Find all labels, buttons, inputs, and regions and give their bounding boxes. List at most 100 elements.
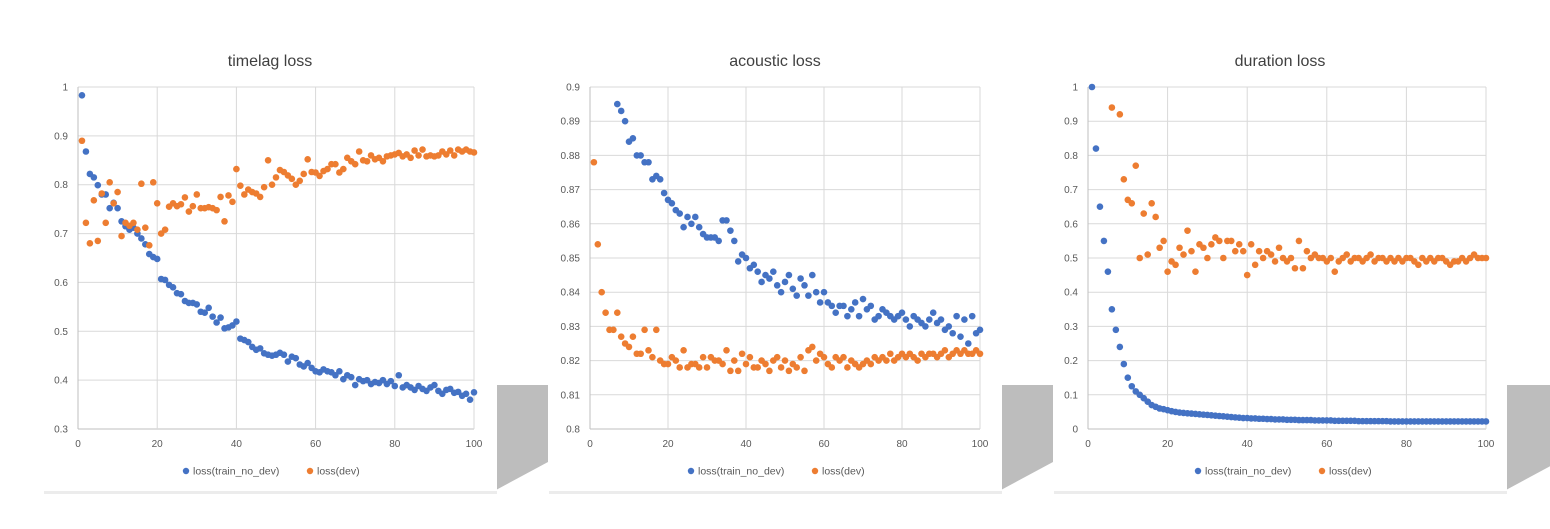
duration-legend: loss(train_no_dev) loss(dev) <box>1194 466 1372 478</box>
acoustic-data-point <box>816 299 824 306</box>
timelag-data-point <box>201 309 209 317</box>
timelag-data-point <box>411 147 418 154</box>
duration-data-point <box>1132 162 1140 169</box>
acoustic-data-point <box>746 353 754 361</box>
acoustic-x-tick-label: 80 <box>896 439 908 450</box>
acoustic-data-point <box>610 326 617 334</box>
timelag-x-tick-label: 60 <box>310 439 322 450</box>
acoustic-y-tick-label: 0.83 <box>561 322 581 333</box>
duration-x-tick-label: 20 <box>1162 439 1174 450</box>
timelag-data-point <box>272 174 280 181</box>
timelag-y-tick-label: 0.9 <box>54 131 68 142</box>
acoustic-data-point <box>738 350 746 358</box>
acoustic-data-point <box>867 360 875 368</box>
acoustic-data-point <box>812 357 820 364</box>
timelag-data-point <box>304 156 311 163</box>
acoustic-data-point <box>668 199 676 207</box>
timelag-data-point <box>82 219 90 227</box>
chart-panel-timelag: timelag loss 0.3 0.4 0.5 0.6 0.7 0.8 0.9 1 0 20 40 6… <box>0 0 552 529</box>
timelag-data-point <box>217 193 224 201</box>
acoustic-x-tick-label: 40 <box>740 439 752 450</box>
acoustic-data-point <box>968 312 976 320</box>
acoustic-data-point <box>957 333 964 340</box>
acoustic-series-dev <box>590 158 984 375</box>
timelag-chart-title: timelag loss <box>228 53 312 70</box>
duration-data-point <box>1267 251 1275 258</box>
acoustic-y-tick-label: 0.81 <box>561 390 581 401</box>
timelag-data-point <box>233 318 240 325</box>
timelag-legend-label-dev: loss(dev) <box>317 466 360 478</box>
timelag-data-point <box>387 377 395 385</box>
duration-data-point <box>1124 374 1132 382</box>
timelag-card-wedge-shadow <box>496 385 548 490</box>
timelag-data-point <box>244 338 252 346</box>
duration-legend-label-dev: loss(dev) <box>1329 466 1372 478</box>
acoustic-data-point <box>680 223 687 231</box>
duration-data-point <box>1104 268 1112 275</box>
acoustic-y-tick-label: 0.86 <box>561 219 581 230</box>
timelag-data-point <box>241 191 248 198</box>
duration-data-point <box>1160 237 1167 245</box>
duration-x-tick-label: 60 <box>1321 439 1333 450</box>
acoustic-data-point <box>676 210 683 217</box>
duration-data-point <box>1303 247 1311 255</box>
acoustic-data-point <box>898 309 906 317</box>
timelag-y-tick-label: 0.7 <box>54 229 68 240</box>
acoustic-data-point <box>797 275 804 282</box>
acoustic-data-point <box>906 323 914 330</box>
timelag-y-tick-label: 0.6 <box>54 278 68 289</box>
timelag-data-point <box>324 165 331 173</box>
acoustic-data-point <box>723 347 730 354</box>
duration-y-tick-label: 0.1 <box>1064 390 1078 401</box>
duration-data-point <box>1204 254 1211 262</box>
acoustic-data-point <box>941 347 949 354</box>
timelag-data-point <box>256 193 264 201</box>
duration-data-point <box>1275 244 1283 252</box>
timelag-data-point <box>332 160 339 168</box>
acoustic-data-point <box>621 117 629 125</box>
acoustic-data-point <box>727 367 734 375</box>
acoustic-data-point <box>629 333 637 340</box>
duration-legend-marker-dev <box>1318 467 1326 475</box>
acoustic-legend: loss(train_no_dev) loss(dev) <box>687 466 865 478</box>
duration-data-point <box>1128 382 1136 390</box>
timelag-data-point <box>355 148 363 155</box>
acoustic-data-point <box>793 364 800 371</box>
duration-data-point <box>1128 199 1136 207</box>
timelag-data-point <box>161 226 169 233</box>
duration-data-point <box>1120 176 1128 183</box>
timelag-series-train <box>78 92 478 403</box>
acoustic-loss-chart: acoustic loss 0.8 0.81 0.82 0.83 0.84 0.85 0.86… <box>549 20 1053 494</box>
duration-x-tick-label: 80 <box>1401 439 1413 450</box>
timelag-data-point <box>260 183 268 191</box>
timelag-data-point <box>149 178 157 186</box>
timelag-data-point <box>169 284 177 291</box>
acoustic-data-point <box>976 350 984 358</box>
timelag-data-point <box>292 354 300 362</box>
duration-data-point <box>1208 241 1215 248</box>
acoustic-data-point <box>641 326 648 334</box>
duration-data-point <box>1180 251 1187 258</box>
timelag-data-point <box>391 382 399 390</box>
acoustic-data-point <box>781 278 789 286</box>
duration-y-tick-label: 0.4 <box>1064 288 1078 299</box>
acoustic-data-point <box>598 288 605 296</box>
acoustic-data-point <box>614 100 621 108</box>
timelag-data-point <box>138 235 145 242</box>
timelag-data-point <box>90 197 98 204</box>
acoustic-data-point <box>965 340 972 347</box>
acoustic-data-point <box>695 364 703 371</box>
acoustic-data-point <box>781 357 789 364</box>
timelag-data-point <box>209 313 216 320</box>
acoustic-data-point <box>777 364 785 371</box>
duration-data-point <box>1216 237 1223 245</box>
duration-data-point <box>1200 244 1207 252</box>
acoustic-data-point <box>750 261 758 269</box>
timelag-data-point <box>237 182 244 189</box>
duration-data-point <box>1287 254 1295 262</box>
acoustic-data-point <box>594 241 602 248</box>
duration-data-point <box>1367 251 1374 258</box>
duration-data-point <box>1116 343 1124 351</box>
timelag-data-point <box>114 204 121 212</box>
duration-data-point <box>1327 254 1335 262</box>
